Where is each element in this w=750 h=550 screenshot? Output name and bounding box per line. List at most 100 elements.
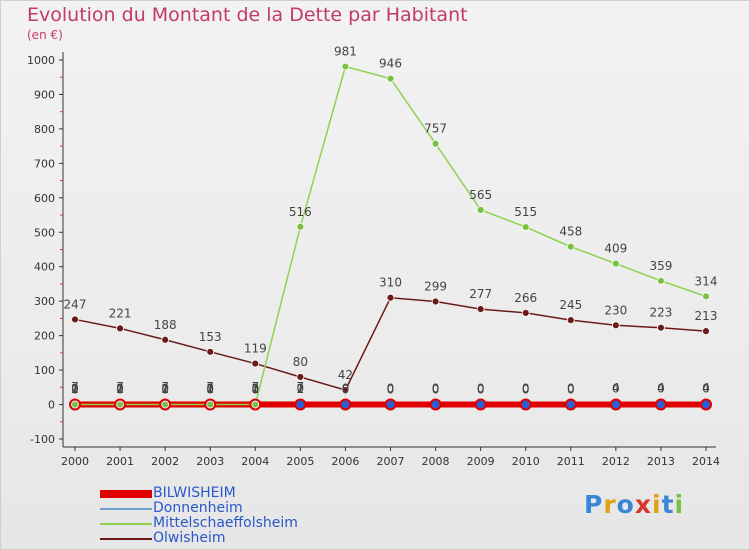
legend-label: BILWISHEIM <box>153 485 236 501</box>
data-label: 0 <box>522 383 530 397</box>
data-label: 0 <box>477 383 485 397</box>
legend-label: Mittelschaeffolsheim <box>153 515 298 531</box>
data-label: 0 <box>432 382 440 396</box>
data-point <box>521 223 530 232</box>
data-label: 515 <box>514 205 537 219</box>
data-label: 0 <box>71 382 79 396</box>
data-label: 981 <box>334 45 357 59</box>
legend-item: Olwisheim <box>100 530 360 547</box>
data-point <box>429 398 442 411</box>
data-point <box>431 139 440 148</box>
y-tick-label: 400 <box>34 261 55 274</box>
data-label: 2 <box>297 382 305 396</box>
x-tick-label: 2008 <box>422 455 450 468</box>
legend-item: Donnenheim <box>100 500 360 517</box>
x-tick-label: 2014 <box>692 455 720 468</box>
data-point <box>206 347 215 356</box>
data-label: 119 <box>244 342 267 356</box>
x-tick-label: 2012 <box>602 455 630 468</box>
legend-swatch <box>100 523 152 525</box>
data-label: 2 <box>116 382 124 396</box>
data-label: 247 <box>64 297 87 311</box>
data-point <box>116 400 124 409</box>
data-point <box>702 292 710 301</box>
data-label: 0 <box>342 383 350 397</box>
data-label: 0 <box>432 383 440 397</box>
data-label: 1 <box>297 382 305 396</box>
data-label: 0 <box>702 382 710 396</box>
data-point <box>657 276 665 285</box>
data-label: 4 <box>657 381 665 395</box>
data-label: 310 <box>379 276 402 290</box>
data-label: 0 <box>387 382 395 396</box>
data-label: 0 <box>116 382 124 396</box>
data-point <box>71 400 79 409</box>
data-point <box>609 398 622 411</box>
legend-item: BILWISHEIM <box>100 485 360 502</box>
data-label: 0 <box>612 382 620 396</box>
data-point <box>386 74 395 83</box>
data-label: 1 <box>251 382 259 396</box>
data-point <box>341 386 350 394</box>
y-tick-label: 200 <box>34 330 55 343</box>
logo-letter: i <box>652 490 662 519</box>
data-label: 946 <box>379 57 402 71</box>
data-label: 0 <box>567 382 575 396</box>
chart-title: Evolution du Montant de la Dette par Hab… <box>27 4 468 26</box>
data-label: 153 <box>199 330 222 344</box>
data-point <box>161 335 170 344</box>
data-label: 0 <box>522 382 530 396</box>
series-line <box>75 65 707 406</box>
data-point <box>296 222 305 231</box>
data-point <box>206 400 215 409</box>
data-label: 0 <box>161 383 169 397</box>
logo-letter: i <box>674 490 685 519</box>
data-label: 4 <box>702 381 710 395</box>
data-point <box>161 400 170 409</box>
data-label: 42 <box>338 368 353 382</box>
data-label: 2 <box>161 382 169 396</box>
data-point <box>251 359 260 368</box>
y-tick-label: -100 <box>30 433 55 446</box>
y-tick-label: 100 <box>34 364 55 377</box>
legend-label: Donnenheim <box>153 500 243 516</box>
data-label: 221 <box>109 306 132 320</box>
logo-letter: r <box>603 490 617 519</box>
data-label: 3 <box>251 382 259 396</box>
data-point <box>294 398 307 411</box>
data-label: 0 <box>161 382 169 396</box>
data-label: 7 <box>206 380 214 394</box>
data-label: 565 <box>469 188 492 202</box>
data-point <box>386 293 395 302</box>
x-tick-label: 2011 <box>557 455 585 468</box>
x-tick-label: 2004 <box>241 455 269 468</box>
data-point <box>700 398 712 411</box>
x-tick-label: 2013 <box>647 455 675 468</box>
logo-letter: t <box>661 490 675 519</box>
data-point <box>657 323 665 332</box>
data-label: 0 <box>342 382 350 396</box>
logo-letter: P <box>584 490 604 519</box>
data-point <box>431 297 440 306</box>
data-point <box>251 400 260 409</box>
data-label: 409 <box>604 242 627 256</box>
proxiti-logo: Proxiti <box>584 490 684 519</box>
data-label: 245 <box>559 298 582 312</box>
data-point <box>71 315 79 324</box>
legend-swatch <box>100 508 152 510</box>
data-label: 359 <box>649 259 672 273</box>
y-tick-label: 0 <box>48 399 55 412</box>
y-tick-label: 800 <box>34 123 55 136</box>
data-label: 230 <box>604 303 627 317</box>
legend-item: Mittelschaeffolsheim <box>100 515 360 532</box>
y-tick-label: 900 <box>34 88 55 101</box>
y-tick-label: 1000 <box>27 54 55 67</box>
legend-swatch <box>100 538 152 540</box>
data-label: 458 <box>559 225 582 239</box>
data-label: 1 <box>206 382 214 396</box>
data-point <box>702 327 710 336</box>
data-point <box>654 398 667 411</box>
data-label: 213 <box>695 309 718 323</box>
